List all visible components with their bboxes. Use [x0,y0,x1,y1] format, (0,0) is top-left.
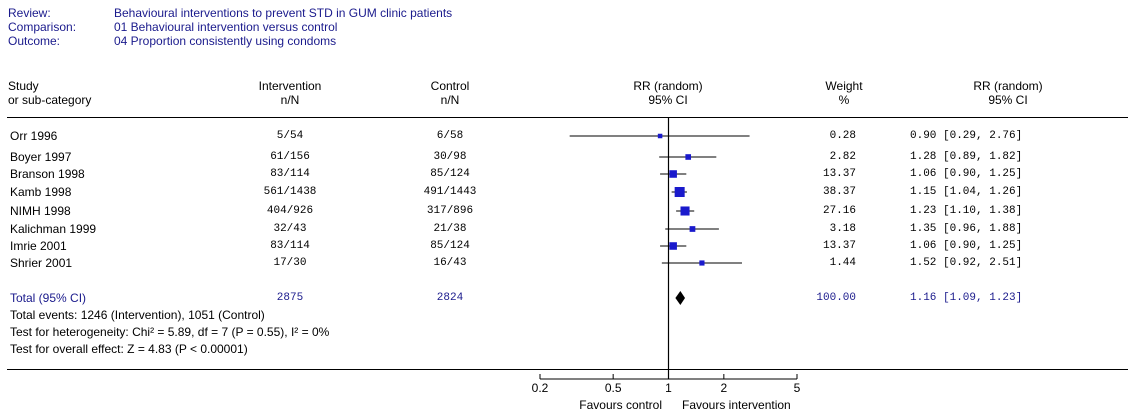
review-value: Behavioural interventions to prevent STD… [114,6,453,20]
total-weight: 100.00 [816,292,856,304]
control-count: 6/58 [436,130,464,142]
intervention-count: 5/54 [276,130,304,142]
point-estimate [669,242,677,250]
header-divider [7,117,1128,118]
col-study-line2: or sub-category [8,93,92,107]
total-events: Total events: 1246 (Intervention), 1051 … [10,308,265,322]
weight-value: 1.44 [829,257,856,269]
total-intervention: 2875 [276,292,304,304]
point-estimate [674,187,685,197]
control-count: 85/124 [430,168,470,180]
rr-ci-value: 1.15 [1.04, 1.26] [910,186,1023,198]
study-name: Shrier 2001 [10,256,73,270]
total-control: 2824 [436,292,464,304]
study-name: Kamb 1998 [10,185,72,199]
intervention-count: 17/30 [273,257,307,269]
point-estimate [680,206,690,216]
intervention-count: 32/43 [273,223,307,235]
rr-ci-value: 1.52 [0.92, 2.51] [910,257,1023,269]
weight-value: 38.37 [822,186,856,198]
control-count: 491/1443 [423,186,477,198]
x-tick-label: 2 [720,381,727,395]
point-estimate [685,154,692,160]
point-estimate [689,226,696,232]
rr-ci-value: 1.23 [1.10, 1.38] [910,205,1023,217]
study-name: Boyer 1997 [10,150,72,164]
weight-value: 27.16 [822,205,856,217]
col-rr-plot-line2: 95% CI [648,93,688,107]
footer-divider [7,369,1128,370]
col-rr-plot-line1: RR (random) [633,79,703,93]
outcome-label: Outcome: [8,34,61,48]
total-label: Total (95% CI) [10,291,87,305]
x-tick-label: 0.5 [605,381,622,395]
col-intervention-line1: Intervention [258,79,322,93]
control-count: 16/43 [433,257,467,269]
weight-value: 3.18 [829,223,856,235]
intervention-count: 83/114 [270,240,310,252]
x-tick-label: 0.2 [532,381,549,395]
favours-control-label: Favours control [579,398,662,412]
intervention-count: 83/114 [270,168,310,180]
comparison-value: 01 Behavioural intervention versus contr… [114,20,338,34]
review-label: Review: [8,6,51,20]
outcome-value: 04 Proportion consistently using condoms [114,34,337,48]
comparison-label: Comparison: [8,20,77,34]
control-count: 85/124 [430,240,470,252]
col-study-line1: Study [8,79,39,93]
intervention-count: 404/926 [266,205,314,217]
overall-effect-test: Test for overall effect: Z = 4.83 (P < 0… [10,342,248,356]
intervention-count: 561/1438 [263,186,317,198]
weight-value: 13.37 [822,168,856,180]
study-name: NIMH 1998 [10,204,71,218]
weight-value: 13.37 [822,240,856,252]
rr-ci-value: 0.90 [0.29, 2.76] [910,130,1023,142]
x-tick-label: 1 [665,381,672,395]
study-name: Imrie 2001 [10,239,67,253]
rr-ci-value: 1.35 [0.96, 1.88] [910,223,1023,235]
rr-ci-value: 1.06 [0.90, 1.25] [910,240,1023,252]
col-intervention-line2: n/N [280,93,300,107]
col-rr-text-line1: RR (random) [973,79,1043,93]
control-count: 30/98 [433,151,467,163]
point-estimate [699,260,705,266]
control-count: 317/896 [426,205,474,217]
rr-ci-value: 1.06 [0.90, 1.25] [910,168,1023,180]
col-control-line1: Control [430,79,470,93]
weight-value: 2.82 [829,151,856,163]
rr-ci-value: 1.28 [0.89, 1.82] [910,151,1023,163]
col-rr-text-line2: 95% CI [988,93,1028,107]
study-name: Branson 1998 [10,167,85,181]
x-tick-label: 5 [794,381,801,395]
pooled-diamond [675,291,686,305]
favours-intervention-label: Favours intervention [682,398,791,412]
weight-value: 0.28 [829,130,856,142]
intervention-count: 61/156 [270,151,310,163]
study-name: Kalichman 1999 [10,222,97,236]
col-control-line2: n/N [440,93,460,107]
point-estimate [657,133,663,139]
point-estimate [669,170,677,178]
control-count: 21/38 [433,223,467,235]
col-weight-line2: % [838,93,850,107]
study-name: Orr 1996 [10,129,58,143]
total-rr-ci: 1.16 [1.09, 1.23] [910,292,1023,304]
heterogeneity-test: Test for heterogeneity: Chi² = 5.89, df … [10,325,330,339]
col-weight-line1: Weight [825,79,863,93]
